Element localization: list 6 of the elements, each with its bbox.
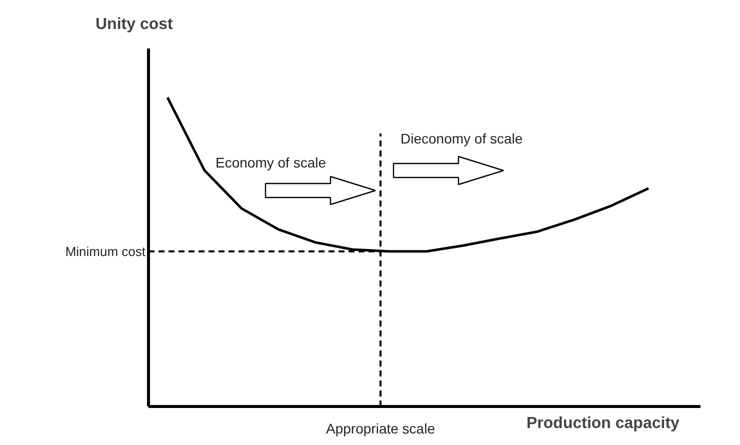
text: Appropriate scale (326, 420, 436, 436)
annotation: Dieconomy of scale (400, 130, 523, 146)
ref-line-label: Minimum cost (65, 244, 146, 259)
annotation: Economy of scale (216, 154, 326, 170)
y-axis-title: Unity cost (96, 16, 174, 33)
x-axis-title: Production capacity (526, 415, 680, 432)
